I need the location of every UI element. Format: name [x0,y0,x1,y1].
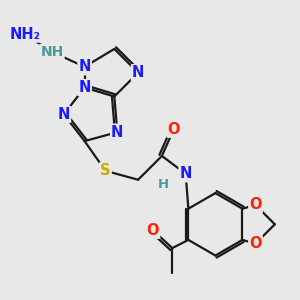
Text: O: O [249,197,262,212]
Text: N: N [58,107,70,122]
Text: N: N [132,65,144,80]
Text: N: N [78,80,91,95]
Text: N: N [179,166,192,181]
Text: N: N [111,125,124,140]
Text: H: H [158,178,169,191]
Text: NH₂: NH₂ [10,27,41,42]
Text: N: N [78,59,91,74]
Text: O: O [167,122,180,137]
Text: O: O [249,236,262,251]
Text: S: S [100,163,111,178]
Text: NH: NH [40,45,64,59]
Text: O: O [147,223,159,238]
